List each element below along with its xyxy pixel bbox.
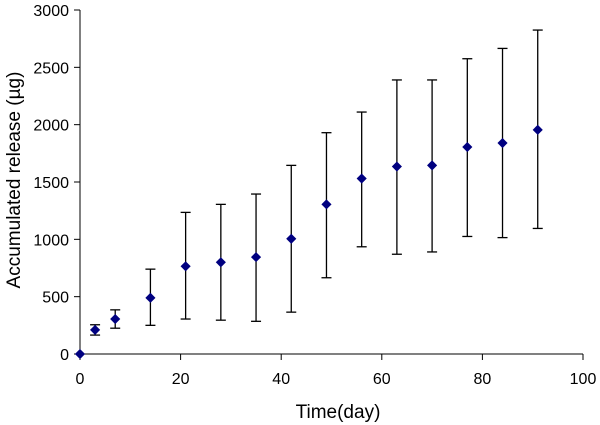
y-tick-label: 1000	[33, 232, 69, 249]
y-tick-label: 1500	[33, 175, 69, 192]
data-point	[74, 348, 86, 360]
x-tick-label: 100	[570, 371, 597, 388]
tick-labels: 0 500 1000 1500 2000 2500 3000 0 20 40 60 80 100	[33, 3, 596, 388]
data-point	[532, 124, 543, 135]
data-point	[110, 313, 121, 325]
data-point	[427, 160, 438, 171]
data-point	[286, 233, 297, 244]
error-bars	[90, 29, 543, 336]
x-tick-label: 0	[76, 371, 85, 388]
x-tick-label: 40	[272, 371, 290, 388]
data-point	[215, 257, 226, 268]
data-point	[321, 199, 332, 210]
x-tick-label: 60	[373, 371, 391, 388]
y-tick-label: 500	[42, 290, 69, 307]
data-point	[90, 324, 101, 335]
data-point	[356, 173, 367, 184]
data-point	[391, 161, 402, 172]
y-axis-title: Accumulated release (µg)	[4, 72, 25, 289]
y-tick-label: 3000	[33, 3, 69, 20]
data-point	[180, 261, 191, 272]
x-tick-label: 20	[172, 371, 190, 388]
data-point	[497, 137, 508, 149]
data-markers	[74, 124, 543, 360]
x-axis-title: Time(day)	[296, 402, 381, 423]
data-point	[250, 252, 262, 263]
axes	[74, 9, 584, 360]
data-point	[462, 141, 473, 153]
y-tick-label: 2500	[33, 60, 69, 77]
data-point	[145, 292, 156, 303]
x-tick-label: 80	[474, 371, 492, 388]
y-tick-label: 0	[60, 347, 69, 364]
y-tick-label: 2000	[33, 118, 69, 135]
